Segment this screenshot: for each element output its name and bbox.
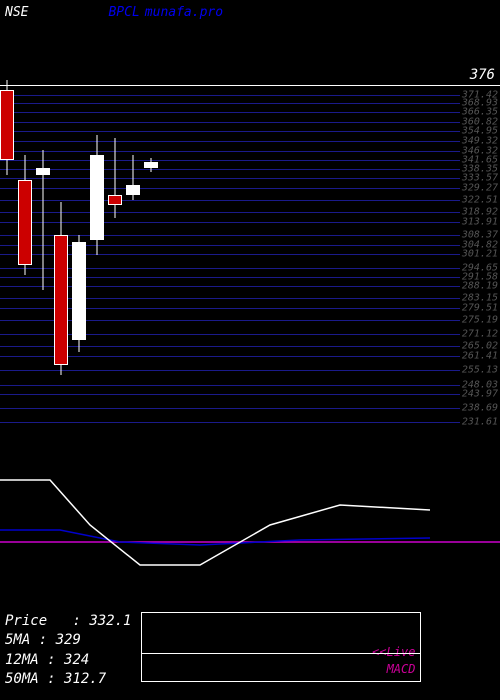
info-inner-box: <<Live MACD xyxy=(141,612,421,682)
price-label: 322.51 xyxy=(462,195,498,206)
price-gridline xyxy=(0,141,460,142)
price-label: 279.51 xyxy=(462,303,498,314)
live-label: <<Live xyxy=(372,645,415,659)
price-gridline xyxy=(0,277,460,278)
candlestick xyxy=(18,40,32,440)
candlestick xyxy=(108,40,122,440)
price-gridline xyxy=(0,212,460,213)
price-gridline xyxy=(0,308,460,309)
price-gridline xyxy=(0,422,460,423)
price-gridline xyxy=(0,268,460,269)
price-gridline xyxy=(0,235,460,236)
macd-chart xyxy=(0,470,500,590)
candlestick xyxy=(36,40,50,440)
price-label: 261.41 xyxy=(462,351,498,362)
price-gridline xyxy=(0,112,460,113)
price-chart: 376 371.42368.93366.35360.82354.95349.32… xyxy=(0,40,500,440)
candlestick xyxy=(90,40,104,440)
price-gridline xyxy=(0,346,460,347)
price-label: 275.19 xyxy=(462,315,498,326)
price-gridline xyxy=(0,103,460,104)
info-text: Price : 332.1 5MA : 329 12MA : 324 50MA … xyxy=(5,612,131,690)
price-label: 255.13 xyxy=(462,365,498,376)
candlestick xyxy=(144,40,158,440)
chart-header: NSE BPCL munafa.pro xyxy=(0,5,500,20)
price-gridline xyxy=(0,286,460,287)
price-label: 271.12 xyxy=(462,329,498,340)
price-gridline xyxy=(0,200,460,201)
price-gridline xyxy=(0,151,460,152)
price-gridline xyxy=(0,222,460,223)
price-gridline xyxy=(0,188,460,189)
price-gridline xyxy=(0,356,460,357)
price-gridline xyxy=(0,334,460,335)
price-gridline xyxy=(0,245,460,246)
source-label: munafa.pro xyxy=(145,5,223,20)
price-gridline xyxy=(0,169,460,170)
price-gridline xyxy=(0,131,460,132)
macd-svg xyxy=(0,470,500,590)
exchange-label: NSE xyxy=(5,5,28,20)
price-label: 329.27 xyxy=(462,183,498,194)
price-label: 243.97 xyxy=(462,389,498,400)
macd-label: MACD xyxy=(387,662,416,676)
top-price-value: 376 xyxy=(470,67,495,83)
info-box: Price : 332.1 5MA : 329 12MA : 324 50MA … xyxy=(5,612,495,690)
price-gridline xyxy=(0,298,460,299)
price-gridline xyxy=(0,394,460,395)
candlestick xyxy=(54,40,68,440)
price-gridline xyxy=(0,178,460,179)
price-label: 238.69 xyxy=(462,403,498,414)
price-gridline xyxy=(0,160,460,161)
symbol-label: BPCL xyxy=(108,5,139,20)
price-gridline xyxy=(0,122,460,123)
candlestick xyxy=(72,40,86,440)
price-gridline xyxy=(0,320,460,321)
price-gridline xyxy=(0,408,460,409)
macd-signal xyxy=(0,480,430,565)
candlestick xyxy=(0,40,14,440)
price-label: 313.91 xyxy=(462,217,498,228)
candlestick xyxy=(126,40,140,440)
price-label: 231.61 xyxy=(462,417,498,428)
price-gridline xyxy=(0,95,460,96)
price-gridline xyxy=(0,370,460,371)
price-label: 288.19 xyxy=(462,281,498,292)
price-gridline xyxy=(0,254,460,255)
price-gridline xyxy=(0,385,460,386)
price-label: 301.21 xyxy=(462,249,498,260)
